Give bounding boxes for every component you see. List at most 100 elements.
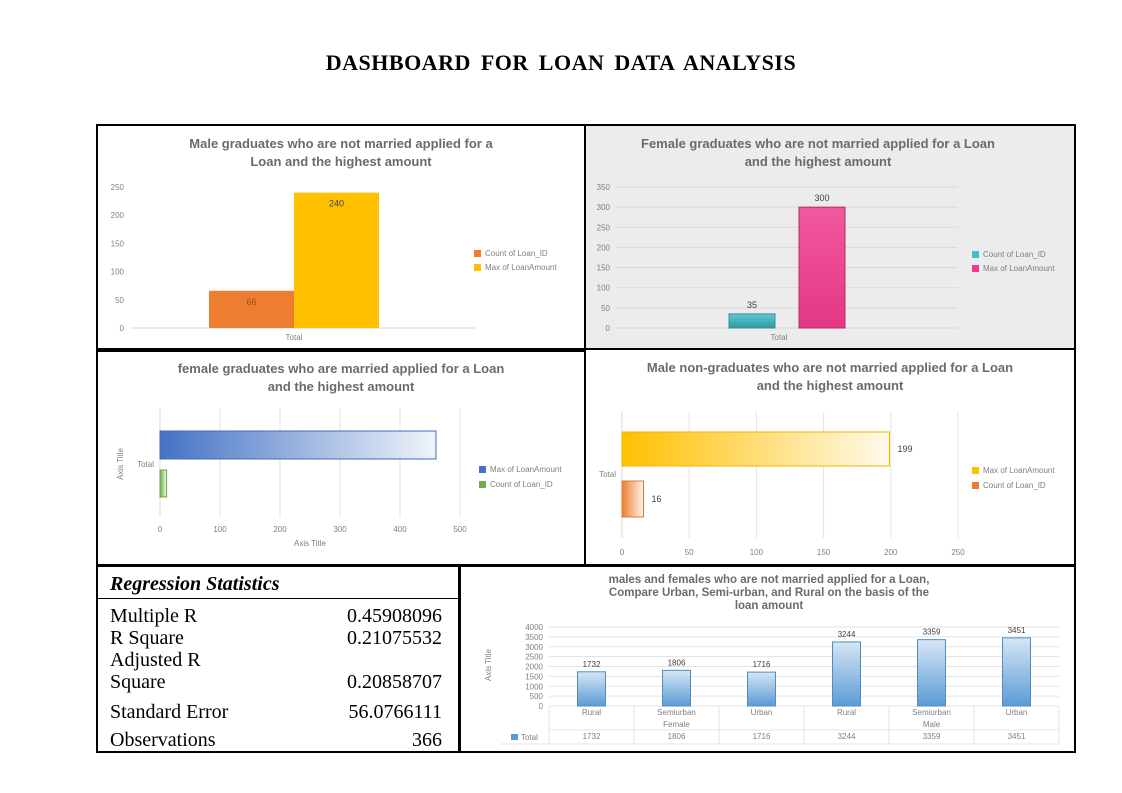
y-axis-title: Axis Title [116, 447, 125, 480]
bar-max-of-loanamount [621, 431, 890, 467]
y-tick-label: 3000 [525, 643, 543, 652]
bar-count-of-loan-id [728, 313, 776, 329]
regression-label: Observations [110, 729, 216, 751]
bar-count-of-loan-id [209, 290, 294, 328]
y-axis-title: Axis Title [484, 648, 493, 681]
y-tick-label: 250 [597, 223, 611, 232]
y-category-label: Total [599, 470, 616, 479]
data-label: 66 [246, 297, 256, 307]
regression-value [291, 649, 458, 671]
y-tick-label: 1000 [525, 682, 543, 691]
chart-female-grad-unmarried: Female graduates who are not married app… [597, 136, 1056, 342]
legend-label: Max of LoanAmount [490, 465, 562, 474]
data-label: 1716 [753, 660, 771, 669]
y-tick-label: 1500 [525, 672, 543, 681]
chart-title: and the highest amount [268, 379, 415, 394]
regression-row: Multiple R 0.45908096 [98, 599, 458, 628]
data-table-value: 1716 [753, 732, 771, 741]
regression-row: Observations 366 [98, 723, 458, 751]
x-tick-label: 400 [393, 525, 407, 534]
chart-title: and the highest amount [745, 154, 892, 169]
y-tick-label: 3500 [525, 633, 543, 642]
legend-swatch [474, 264, 481, 271]
regression-statistics-panel: Regression Statistics Multiple R 0.459080… [96, 565, 460, 753]
x-category-label: Semiurban [912, 708, 951, 717]
chart-female-grad-married: female graduates who are married applied… [116, 361, 562, 548]
chart-title: Male graduates who are not married appli… [189, 136, 493, 151]
x-tick-label: 500 [453, 525, 467, 534]
y-tick-label: 0 [606, 324, 611, 333]
legend-swatch [972, 467, 979, 474]
regression-value: 0.20858707 [347, 671, 442, 693]
y-tick-label: 100 [111, 268, 125, 277]
regression-value: 0.45908096 [347, 605, 442, 627]
chart-area-comparison: males and females who are not married ap… [484, 574, 1060, 745]
x-category-label: Rural [837, 708, 856, 717]
regression-table: Regression Statistics Multiple R 0.459080… [98, 567, 458, 751]
chart-panel-female-grad-married: female graduates who are married applied… [96, 350, 586, 566]
y-tick-label: 50 [115, 296, 124, 305]
page-title: DASHBOARD FOR LOAN DATA ANALYSIS [325, 50, 797, 75]
data-label: 3451 [1008, 626, 1026, 635]
y-tick-label: 250 [111, 183, 125, 192]
legend-label: Count of Loan_ID [983, 481, 1046, 490]
legend-swatch [972, 251, 979, 258]
chart-panel-male-nongrad-unmarried: Male non-graduates who are not married a… [584, 348, 1076, 566]
y-tick-label: 50 [601, 304, 610, 313]
legend-swatch [479, 466, 486, 473]
chart-title: Compare Urban, Semi-urban, and Rural on … [609, 587, 929, 599]
x-group-label: Female [663, 720, 690, 729]
regression-label: R Square [110, 627, 184, 649]
chart-title: female graduates who are married applied… [178, 361, 505, 376]
y-tick-label: 0 [539, 702, 544, 711]
legend-label: Max of LoanAmount [983, 264, 1055, 273]
regression-label: Multiple R [110, 605, 198, 627]
regression-value: 0.21075532 [347, 627, 442, 649]
y-tick-label: 200 [597, 243, 611, 252]
bar-total [1002, 637, 1031, 707]
legend-label: Count of Loan_ID [490, 480, 553, 489]
data-label: 199 [897, 444, 912, 454]
regression-label: Adjusted R [110, 649, 201, 671]
bar-total [832, 641, 861, 707]
x-axis-title: Axis Title [294, 539, 327, 548]
x-category-label: Total [286, 333, 303, 342]
bar-max-of-loanamount [294, 192, 379, 328]
data-table-value: 3359 [923, 732, 941, 741]
x-tick-label: 300 [333, 525, 347, 534]
legend-label: Count of Loan_ID [485, 249, 548, 258]
x-group-label: Male [923, 720, 941, 729]
y-tick-label: 500 [530, 692, 544, 701]
y-category-label: Total [137, 460, 154, 469]
bar-total [662, 669, 691, 707]
chart-male-grad-unmarried: Male graduates who are not married appli… [111, 136, 558, 342]
data-label: 300 [814, 193, 829, 203]
legend-swatch [972, 265, 979, 272]
data-label: 16 [652, 494, 662, 504]
y-tick-label: 0 [120, 324, 125, 333]
x-category-label: Urban [1006, 708, 1028, 717]
x-tick-label: 200 [273, 525, 287, 534]
y-tick-label: 300 [597, 203, 611, 212]
chart-title: Male non-graduates who are not married a… [647, 360, 1013, 375]
data-label: 35 [747, 300, 757, 310]
regression-value: 56.0766111 [348, 701, 442, 723]
legend-swatch [474, 250, 481, 257]
bar-total [747, 671, 776, 707]
y-tick-label: 4000 [525, 623, 543, 632]
chart-title: Female graduates who are not married app… [641, 136, 995, 151]
legend-label: Max of LoanAmount [485, 263, 557, 272]
bar-count-of-loan-id [621, 480, 645, 518]
chart-title: and the highest amount [757, 378, 904, 393]
legend-swatch [511, 734, 518, 740]
data-label: 3244 [838, 630, 856, 639]
regression-label: Standard Error [110, 701, 229, 723]
regression-value: 366 [412, 729, 442, 751]
y-tick-label: 2500 [525, 653, 543, 662]
y-tick-label: 2000 [525, 663, 543, 672]
chart-male-nongrad-unmarried: Male non-graduates who are not married a… [599, 360, 1055, 557]
bar-total [577, 671, 606, 707]
bar-max-of-loanamount [159, 430, 437, 460]
x-tick-label: 100 [213, 525, 227, 534]
x-category-label: Total [771, 333, 788, 342]
